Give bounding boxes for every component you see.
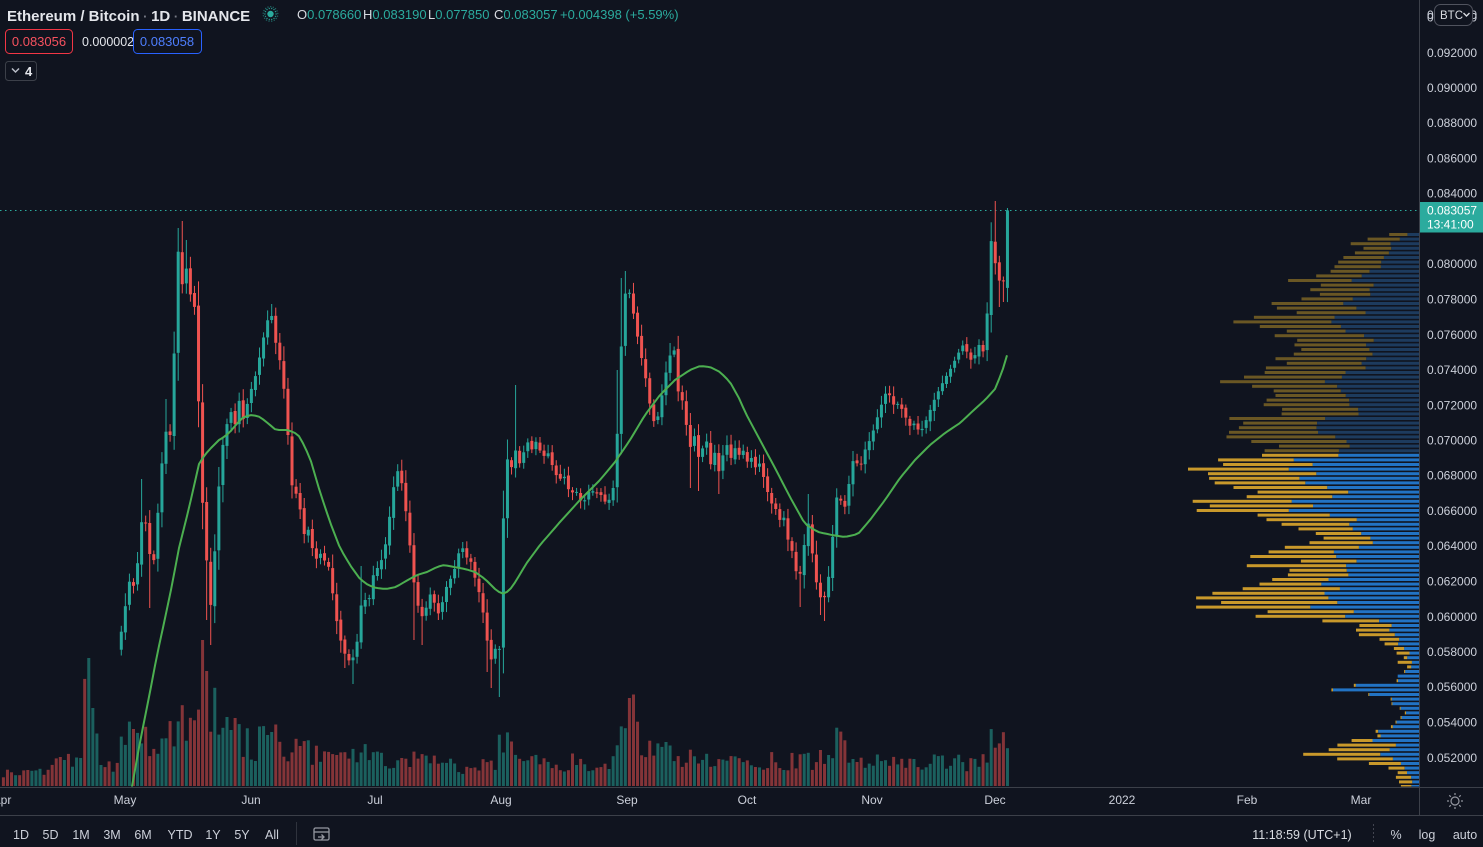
svg-text:0.052000: 0.052000 (1427, 751, 1477, 765)
svg-text:0.090000: 0.090000 (1427, 81, 1477, 95)
svg-text:H0.083190: H0.083190 (363, 7, 427, 22)
svg-text:Oct: Oct (738, 793, 757, 807)
svg-text:Feb: Feb (1237, 793, 1258, 807)
svg-text:O0.078660: O0.078660 (297, 7, 361, 22)
svg-text:Jul: Jul (367, 793, 382, 807)
svg-text:log: log (1419, 828, 1436, 842)
svg-text:4: 4 (25, 64, 33, 79)
svg-text:+0.004398 (+5.59%): +0.004398 (+5.59%) (560, 7, 679, 22)
svg-text:5Y: 5Y (234, 828, 250, 842)
svg-text:6M: 6M (134, 828, 151, 842)
svg-text:5D: 5D (43, 828, 59, 842)
svg-text:BTC: BTC (1440, 10, 1463, 22)
svg-text:0.064000: 0.064000 (1427, 539, 1477, 553)
svg-text:Apr: Apr (0, 793, 11, 807)
svg-text:11:18:59 (UTC+1): 11:18:59 (UTC+1) (1252, 828, 1351, 842)
svg-text:0.083057: 0.083057 (1427, 204, 1477, 218)
svg-text:0.058000: 0.058000 (1427, 645, 1477, 659)
svg-text:1M: 1M (72, 828, 89, 842)
svg-text:YTD: YTD (168, 828, 193, 842)
svg-text:Jun: Jun (241, 793, 260, 807)
svg-text:auto: auto (1453, 828, 1477, 842)
svg-text:0.060000: 0.060000 (1427, 610, 1477, 624)
svg-text:0.074000: 0.074000 (1427, 363, 1477, 377)
svg-text:L0.077850: L0.077850 (428, 7, 489, 22)
svg-text:0.056000: 0.056000 (1427, 680, 1477, 694)
svg-text:%: % (1390, 828, 1401, 842)
svg-text:0.066000: 0.066000 (1427, 504, 1477, 518)
svg-text:1D: 1D (13, 828, 29, 842)
svg-text:0.088000: 0.088000 (1427, 116, 1477, 130)
svg-text:0.062000: 0.062000 (1427, 575, 1477, 589)
svg-text:0.080000: 0.080000 (1427, 257, 1477, 271)
svg-text:3M: 3M (103, 828, 120, 842)
svg-text:0.084000: 0.084000 (1427, 187, 1477, 201)
svg-text:0.068000: 0.068000 (1427, 469, 1477, 483)
svg-text:1Y: 1Y (205, 828, 221, 842)
svg-text:0.092000: 0.092000 (1427, 46, 1477, 60)
svg-text:Sep: Sep (616, 793, 638, 807)
svg-text:Nov: Nov (861, 793, 882, 807)
svg-text:All: All (265, 828, 279, 842)
svg-text:Dec: Dec (984, 793, 1005, 807)
svg-text:0.072000: 0.072000 (1427, 398, 1477, 412)
svg-text:0.070000: 0.070000 (1427, 434, 1477, 448)
svg-text:0.054000: 0.054000 (1427, 716, 1477, 730)
svg-text:0.083058: 0.083058 (140, 34, 194, 49)
svg-text:Mar: Mar (1351, 793, 1372, 807)
svg-text:0.086000: 0.086000 (1427, 152, 1477, 166)
svg-text:0.000002: 0.000002 (82, 35, 134, 49)
svg-text:0.083056: 0.083056 (12, 34, 66, 49)
svg-text:Ethereum / Bitcoin · 1D · BINA: Ethereum / Bitcoin · 1D · BINANCE (7, 8, 250, 25)
svg-text:0.078000: 0.078000 (1427, 293, 1477, 307)
svg-text:2022: 2022 (1109, 793, 1136, 807)
svg-text:C0.083057: C0.083057 (494, 7, 558, 22)
svg-text:0.076000: 0.076000 (1427, 328, 1477, 342)
svg-text:May: May (114, 793, 137, 807)
svg-text:Aug: Aug (490, 793, 511, 807)
svg-text:13:41:00: 13:41:00 (1427, 218, 1474, 232)
